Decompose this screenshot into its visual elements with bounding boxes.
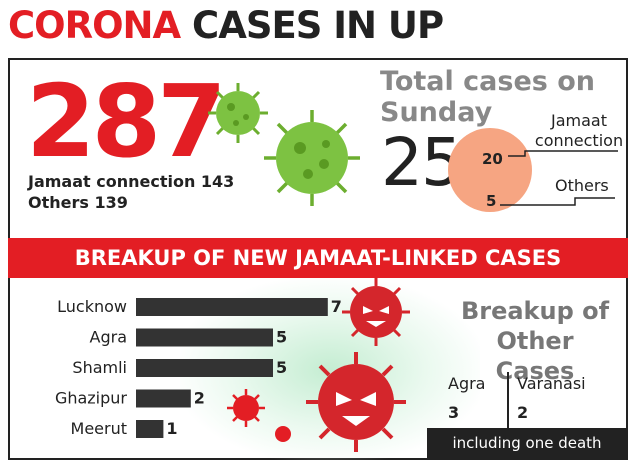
other-agra-value: 3 [448, 403, 460, 422]
bar-agra [136, 328, 273, 347]
bar-value-label: 7 [331, 297, 342, 316]
other-varanasi-value: 2 [517, 403, 529, 422]
others-connector-line [500, 197, 615, 206]
green-virus-icon [264, 110, 360, 206]
other-cases-title: Breakup of Other Cases [455, 296, 615, 386]
sunday-others-value: 5 [486, 192, 497, 210]
other-varanasi-label: Varanasi [517, 374, 586, 393]
total-cases-value: 287 [26, 63, 227, 180]
bar-shamli [136, 359, 273, 377]
bar-category-label: Shamli [72, 358, 127, 377]
bar-category-label: Lucknow [57, 297, 127, 316]
bar-meerut [136, 420, 164, 438]
bar-value-label: 5 [276, 358, 287, 377]
sunday-title: Total cases on Sunday [380, 66, 595, 128]
other-cases-title-line1: Breakup of [460, 297, 610, 325]
breakup-banner [8, 238, 628, 278]
other-cases-divider [507, 372, 509, 428]
sunday-circle [448, 128, 532, 212]
bar-ghazipur [136, 389, 191, 408]
sunday-others-label: Others [555, 176, 609, 195]
sunday-jamaat-label: Jamaat connection [534, 111, 624, 151]
sunday-jamaat-value: 20 [482, 150, 503, 168]
sunday-jamaat-label-line1: Jamaat [551, 111, 607, 130]
title-cases-in-up: CASES IN UP [192, 4, 444, 47]
bar-category-label: Meerut [71, 419, 127, 438]
green-virus-icon [208, 83, 268, 143]
page-title: CORONA CASES IN UP [8, 4, 444, 48]
death-note-bar [427, 428, 627, 458]
sunday-title-line1: Total cases on [380, 66, 596, 97]
red-virus-icon [342, 278, 410, 346]
jamaat-connection-total: Jamaat connection 143 [28, 172, 235, 191]
death-note-text: including one death [452, 434, 602, 452]
bar-lucknow [136, 298, 328, 316]
jamaat-connector-line [508, 150, 618, 157]
other-agra-label: Agra [448, 374, 486, 393]
bar-category-label: Ghazipur [55, 389, 127, 408]
red-virus-icon [306, 352, 406, 452]
red-virus-icon [275, 426, 291, 442]
red-virus-icon [227, 389, 265, 427]
bar-value-label: 5 [276, 328, 287, 347]
bars-group: Lucknow 7 Agra 5 Shamli 5 Ghazipur 2 Meerut 1 [55, 297, 342, 438]
others-total: Others 139 [28, 193, 128, 212]
title-corona: CORONA [8, 4, 181, 47]
breakup-banner-text: BREAKUP OF NEW JAMAAT-LINKED CASES [74, 246, 562, 270]
bar-category-label: Agra [90, 328, 127, 347]
bar-value-label: 2 [194, 389, 205, 408]
sunday-title-line2: Sunday [380, 97, 493, 128]
bar-value-label: 1 [166, 419, 177, 438]
sunday-jamaat-label-line2: connection [534, 131, 624, 150]
